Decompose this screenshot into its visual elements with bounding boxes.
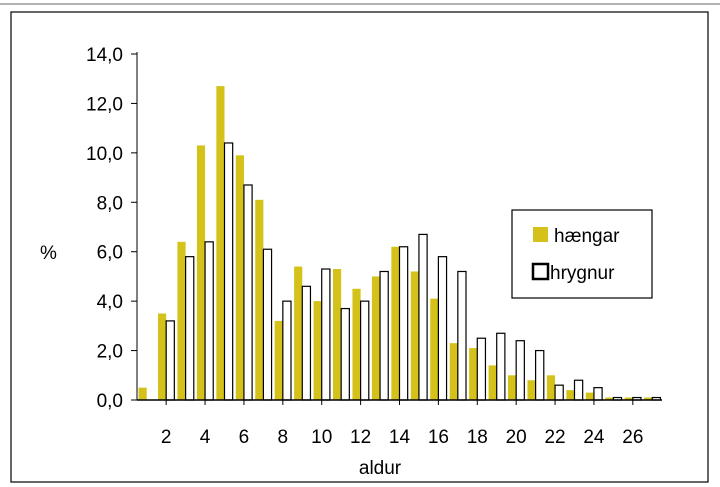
bar-hrygnur-2 [165,320,175,401]
bar-haengar-3 [177,241,186,400]
bar-haengar-5 [216,86,225,400]
x-tick-label: 2 [161,427,172,448]
bar-hrygnur-16 [437,256,448,401]
x-tick-label: 4 [200,427,211,448]
y-axis-ticks: 0,0 2,0 4,0 6,0 8,0 10,0 12,0 14,0 [86,45,137,412]
y-tick-label: 14,0 [86,45,123,66]
y-tick-label: 2,0 [97,342,123,363]
y-tick-label: 4,0 [97,292,123,313]
bar-haengar-10 [313,301,322,400]
bar-haengar-21 [527,380,536,400]
bar-hrygnur-4 [204,241,214,401]
x-tick-label: 22 [544,427,565,448]
bar-hrygnur-3 [185,256,195,401]
bar-hrygnur-9 [301,285,312,401]
plot-frame [10,11,709,483]
x-tick-label: 18 [467,427,488,448]
bar-hrygnur-6 [243,184,253,401]
bar-haengar-25 [605,397,614,400]
y-tick-label: 0,0 [97,391,123,412]
bar-hrygnur-12 [360,300,370,401]
y-tick-label: 10,0 [86,144,123,165]
y-tick-label: 8,0 [97,193,123,214]
bar-hrygnur-20 [515,340,525,401]
bar-haengar-4 [196,145,206,400]
bar-haengar-20 [508,375,517,400]
bar-haengar-11 [333,269,342,400]
bar-haengar-2 [158,313,167,400]
x-tick-label: 12 [350,427,371,448]
bar-haengar-19 [488,365,497,400]
bar-haengar-14 [391,246,400,400]
bars [138,86,662,401]
bar-haengar-15 [410,271,419,400]
x-axis-title: aldur [359,458,402,479]
bar-haengar-9 [294,266,303,400]
bar-hrygnur-19 [496,332,506,401]
bar-hrygnur-11 [340,307,350,401]
bar-haengar-16 [430,298,439,400]
bar-hrygnur-22 [554,384,564,401]
x-tick-label: 6 [239,427,250,448]
bar-haengar-6 [235,155,244,400]
bar-hrygnur-10 [321,268,331,401]
bar-hrygnur-13 [379,270,389,401]
bar-hrygnur-15 [418,233,428,401]
y-axis-title: % [40,243,57,264]
bar-haengar-12 [352,288,361,400]
bar-hrygnur-23 [573,379,584,401]
x-tick-label: 24 [583,427,605,448]
bar-haengar-17 [449,343,458,400]
legend-label-hrygnur: hrygnur [550,263,615,284]
legend-swatch-haengar [533,227,548,242]
bar-haengar-24 [585,392,594,400]
bar-hrygnur-21 [535,349,545,401]
x-tick-label: 16 [428,427,449,448]
x-tick-label: 14 [389,427,411,448]
bar-haengar-18 [469,348,478,400]
bar-hrygnur-7 [262,248,273,401]
x-tick-label: 26 [622,427,643,448]
bar-haengar-27 [644,397,653,400]
bar-haengar-8 [274,320,283,400]
y-tick-label: 6,0 [97,243,123,264]
y-tick-label: 12,0 [86,94,123,115]
bar-haengar-1 [138,387,147,400]
bar-haengar-13 [371,276,381,400]
bar-haengar-22 [546,375,556,400]
bar-haengar-23 [566,390,575,400]
bar-hrygnur-14 [398,246,409,401]
bar-hrygnur-8 [282,300,292,401]
x-tick-label: 10 [311,427,332,448]
legend-box [511,209,653,299]
bar-hrygnur-18 [476,337,487,401]
x-tick-label: 20 [506,427,527,448]
bar-hrygnur-17 [457,270,467,401]
bar-hrygnur-24 [593,387,603,401]
bar-hrygnur-5 [223,142,234,401]
x-axis-ticks: 2 4 6 8 10 12 14 16 18 20 22 24 26 [161,400,643,448]
bar-haengar-7 [255,199,264,400]
legend-label-haengar: hængar [554,226,620,247]
legend-swatch-hrygnur [531,262,550,281]
x-tick-label: 8 [278,427,289,448]
legend: hængar hrygnur [511,209,653,299]
bar-haengar-26 [624,397,633,400]
